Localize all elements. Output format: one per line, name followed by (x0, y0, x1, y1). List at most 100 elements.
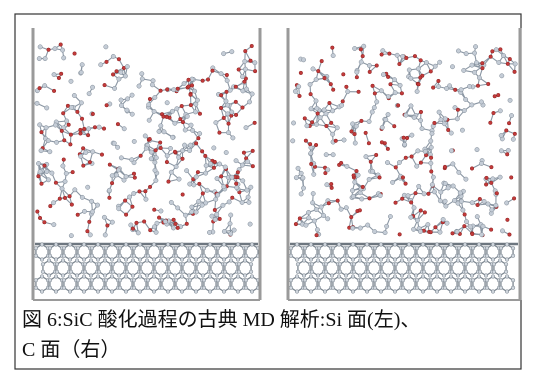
lattice-atom (34, 286, 38, 290)
silicon-atom (353, 180, 357, 184)
silicon-atom (422, 192, 426, 196)
oxygen-atom (187, 78, 191, 82)
silicon-atom (330, 109, 334, 113)
oxygen-atom (63, 196, 67, 200)
lattice-atom (82, 275, 86, 279)
silicon-atom (402, 142, 406, 146)
silicon-atom (335, 126, 339, 130)
lattice-atom (40, 258, 44, 262)
oxygen-atom (76, 110, 80, 114)
silicon-atom (159, 209, 163, 213)
lattice-atom (415, 278, 419, 282)
silicon-atom (299, 192, 303, 196)
lattice-atom (75, 259, 79, 263)
lattice-atom (54, 275, 58, 279)
silicon-atom (168, 146, 172, 150)
lattice-atom (421, 243, 425, 247)
lattice-atom (152, 243, 156, 247)
lattice-atom (351, 290, 355, 294)
oxygen-atom (496, 93, 500, 97)
silicon-atom (378, 193, 382, 197)
lattice-atom (450, 270, 454, 274)
oxygen-atom (38, 86, 42, 90)
silicon-atom (88, 233, 92, 237)
oxygen-atom (357, 90, 361, 94)
lattice-atom (477, 275, 481, 279)
oxygen-atom (249, 59, 253, 63)
lattice-atom (48, 254, 52, 258)
silicon-atom (356, 173, 360, 177)
lattice-atom (110, 243, 114, 247)
silicon-atom (470, 200, 474, 204)
silicon-atom (360, 197, 364, 201)
oxygen-atom (513, 132, 517, 136)
oxygen-atom (225, 73, 229, 77)
silicon-atom (367, 177, 371, 181)
oxygen-atom (316, 112, 320, 116)
oxygen-atom (165, 160, 169, 164)
lattice-atom (167, 262, 171, 266)
lattice-atom (295, 290, 299, 294)
oxygen-atom (314, 143, 318, 147)
lattice-atom (415, 246, 419, 250)
oxygen-atom (43, 164, 47, 168)
silicon-atom (222, 185, 226, 189)
silicon-atom (153, 95, 157, 99)
lattice-atom (393, 243, 397, 247)
oxygen-atom (398, 62, 402, 66)
silicon-atom (86, 127, 90, 131)
silicon-atom (79, 101, 83, 105)
silicon-atom (90, 210, 94, 214)
lattice-atom (484, 259, 488, 263)
silicon-atom (246, 195, 250, 199)
oxygen-atom (423, 211, 427, 215)
oxygen-atom (174, 222, 178, 226)
silicon-atom (511, 137, 515, 141)
oxygen-atom (124, 213, 128, 217)
silicon-atom (241, 179, 245, 183)
lattice-atom (146, 254, 150, 258)
oxygen-atom (135, 221, 139, 225)
lattice-atom (401, 286, 405, 290)
silicon-atom (194, 210, 198, 214)
silicon-atom (441, 217, 445, 221)
lattice-atom (365, 243, 369, 247)
silicon-atom (410, 133, 414, 137)
silicon-atom (309, 151, 313, 155)
silicon-atom (187, 148, 191, 152)
silicon-atom (460, 128, 464, 132)
silicon-atom (61, 56, 65, 60)
lattice-atom (443, 286, 447, 290)
silicon-atom (243, 67, 247, 71)
lattice-atom (505, 275, 509, 279)
silicon-atom (470, 63, 474, 67)
silicon-atom (429, 145, 433, 149)
lattice-atom (110, 290, 114, 294)
oxygen-atom (386, 147, 390, 151)
lattice-atom (338, 270, 342, 274)
lattice-atom (316, 259, 320, 263)
lattice-atom (337, 290, 341, 294)
lattice-atom (429, 278, 433, 282)
silicon-atom (344, 205, 348, 209)
silicon-atom (412, 206, 416, 210)
lattice-atom (456, 259, 460, 263)
lattice-atom (216, 286, 220, 290)
lattice-atom (132, 278, 136, 282)
oxygen-atom (367, 141, 371, 145)
lattice-atom (449, 275, 453, 279)
silicon-atom (225, 78, 229, 82)
lattice-atom (421, 290, 425, 294)
lattice-atom (250, 243, 254, 247)
silicon-atom (474, 61, 478, 65)
silicon-atom (499, 149, 503, 153)
oxygen-atom (88, 160, 92, 164)
silicon-atom (119, 156, 123, 160)
oxygen-atom (364, 131, 368, 135)
oxygen-atom (489, 55, 493, 59)
lattice-atom (96, 243, 100, 247)
lattice-atom (159, 274, 163, 278)
oxygen-atom (179, 117, 183, 121)
oxygen-atom (142, 220, 146, 224)
silicon-atom (213, 217, 217, 221)
